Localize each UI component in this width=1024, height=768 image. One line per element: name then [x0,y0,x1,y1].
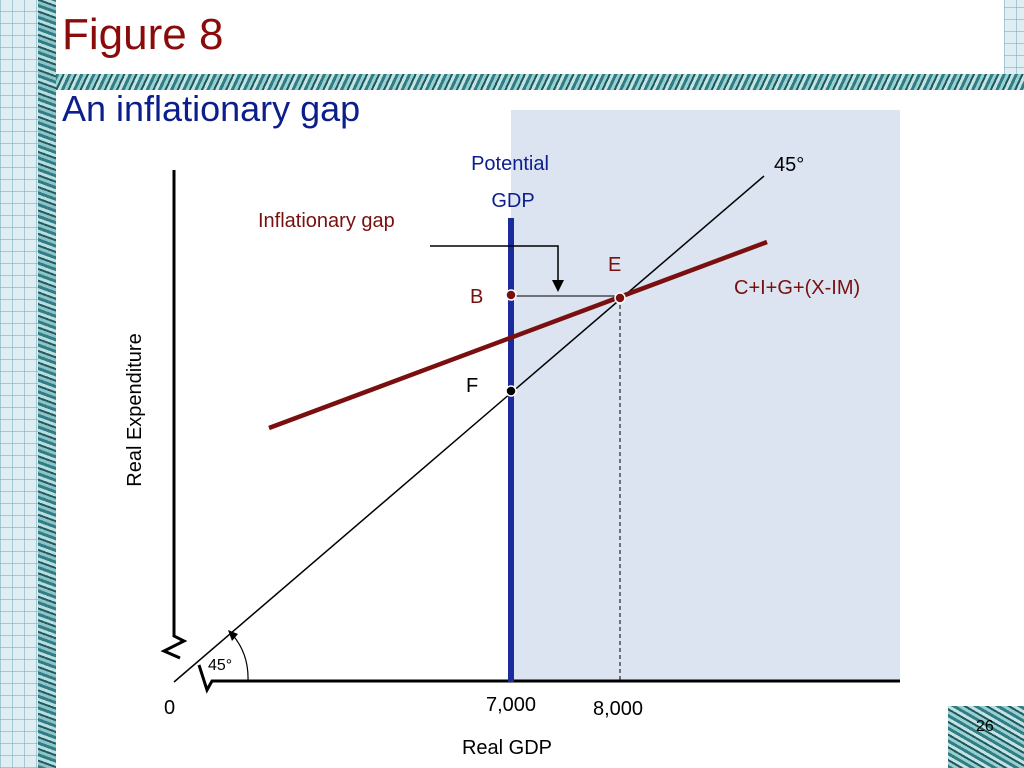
title-divider-band [56,74,1024,90]
corner-texture [948,706,1024,768]
gap-pointer-arrowhead [552,280,564,292]
y-axis-label: Real Expenditure [124,333,146,486]
point-f-marker [505,385,517,397]
expenditure-line-label: C+I+G+(X-IM) [734,277,860,299]
right-grid-tile [1004,0,1024,80]
potential-gdp-label-line2: GDP [491,190,534,212]
figure-label: Figure 8 [62,10,224,59]
slide-title: An inflationary gap [62,88,361,129]
potential-gdp-label-line1: Potential [471,153,549,175]
angle-arc-arrowhead [228,630,238,641]
expenditure-line [268,239,768,431]
page-number: 26 [976,718,994,735]
x-tick-7000: 7,000 [486,694,536,716]
point-b-marker [505,289,517,301]
angle-label: 45° [208,657,232,674]
point-f-label: F [466,375,478,397]
inflationary-gap-label: Inflationary gap [258,210,395,232]
gap-pointer-arrow [430,245,559,283]
origin-label: 0 [164,697,175,719]
forty-five-degree-label: 45° [774,154,804,176]
left-texture-band [38,0,56,768]
x-axis [197,664,900,694]
point-e-marker [614,292,626,304]
point-e-label: E [608,254,621,276]
x-tick-8000: 8,000 [593,698,643,720]
forty-five-degree-line [173,175,765,683]
x-axis-label: Real GDP [462,737,552,759]
inflationary-region-shading [511,110,900,682]
point-b-label: B [470,286,483,308]
y-axis [160,170,188,660]
